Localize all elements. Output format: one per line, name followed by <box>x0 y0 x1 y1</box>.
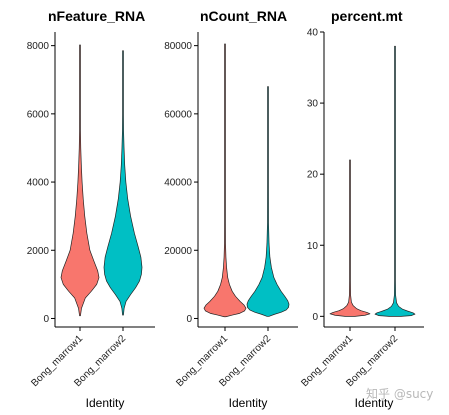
violin-bong-marrow2 <box>374 45 416 317</box>
y-tick-label: 40000 <box>164 178 192 189</box>
y-tick-label: 0 <box>312 312 318 323</box>
y-tick-label: 0 <box>186 314 192 325</box>
y-tick-label: 60000 <box>164 109 192 120</box>
violins <box>60 44 143 317</box>
panel-title: nCount_RNA <box>200 8 287 24</box>
panel-ncount-rna: nCount_RNA 0 20000 40000 60000 80000 Bong_ma… <box>164 8 298 410</box>
x-axis-label: Identity <box>86 396 125 410</box>
y-tick-label: 8000 <box>27 41 50 52</box>
violin-bong-marrow2 <box>246 86 290 317</box>
y-ticks: 0 2000 4000 6000 8000 <box>27 41 55 325</box>
y-tick-label: 4000 <box>27 178 50 189</box>
y-ticks: 0 20000 40000 60000 80000 <box>164 41 198 325</box>
violin-bong-marrow1 <box>329 159 371 317</box>
y-tick-label: 80000 <box>164 41 192 52</box>
violins <box>203 43 290 318</box>
violin-bong-marrow2 <box>103 50 143 316</box>
panel-nfeature-rna: nFeature_RNA 0 2000 4000 6000 8000 Bong_marr… <box>27 8 155 410</box>
y-tick-label: 20000 <box>164 246 192 257</box>
panel-title: nFeature_RNA <box>48 8 145 24</box>
x-axis-label: Identity <box>229 396 268 410</box>
x-axis-label: Identity <box>355 396 394 410</box>
watermark: 知乎 @sucy <box>366 387 433 401</box>
y-ticks: 0 10 20 30 40 <box>307 28 324 323</box>
violin-bong-marrow1 <box>60 44 100 317</box>
violin-bong-marrow1 <box>203 43 247 318</box>
y-tick-label: 30 <box>307 99 319 110</box>
panel-percent-mt: percent.mt 0 10 20 30 40 Bong_marrow1Bong_ma… <box>299 8 424 410</box>
y-tick-label: 20 <box>307 170 319 181</box>
y-tick-label: 2000 <box>27 246 50 257</box>
y-tick-label: 40 <box>307 28 319 39</box>
panel-title: percent.mt <box>331 8 403 24</box>
y-tick-label: 10 <box>307 241 319 252</box>
violins <box>329 45 416 317</box>
y-tick-label: 0 <box>43 314 49 325</box>
y-tick-label: 6000 <box>27 109 50 120</box>
